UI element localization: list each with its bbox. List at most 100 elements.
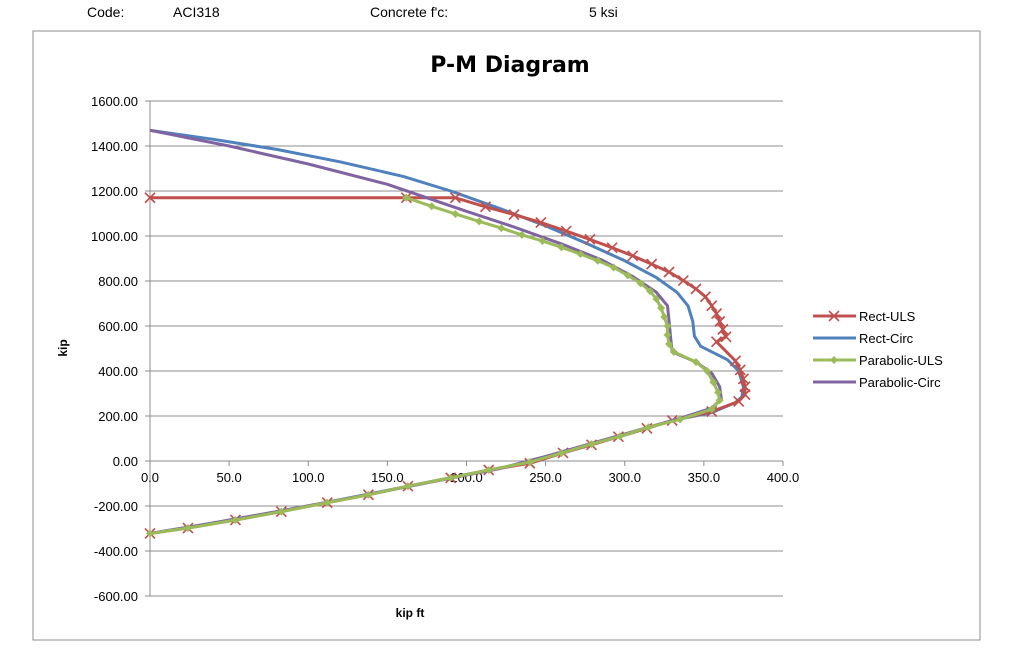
y-tick-label: 1400.00 [91,139,138,154]
data-point [484,466,493,474]
data-point [733,395,745,407]
data-point [584,233,596,245]
x-axis-label: kip ft [396,606,425,620]
data-point [699,291,712,303]
x-tick-label: 100.0 [292,470,325,485]
data-point [665,340,674,348]
y-tick-label: -400.00 [94,544,138,559]
data-point [734,364,746,376]
series-layer [144,128,751,540]
data-point [709,378,718,387]
data-point [710,336,723,348]
x-tick-label: 400.0 [767,470,800,485]
concrete-fc-label: Concrete f'c: [370,4,449,20]
legend-entry: Parabolic-Circ [813,375,941,390]
x-tick-label: 250.0 [529,470,562,485]
data-point [517,230,526,239]
data-point [323,498,332,507]
data-point [717,323,729,335]
data-point [691,358,700,366]
code-label: Code: [87,4,125,20]
y-tick-label: 1000.00 [91,229,138,244]
data-point [609,263,618,272]
data-point [646,258,658,270]
data-point [475,217,484,226]
y-tick-label: 1200.00 [91,184,138,199]
data-point [707,405,716,414]
data-point [616,432,625,441]
data-point [593,256,602,265]
data-point [720,331,732,343]
chart-title: P-M Diagram [430,53,589,78]
data-point [706,300,718,312]
data-point [403,482,412,491]
data-point [277,507,286,516]
data-point [508,209,520,221]
legend-entry: Rect-Circ [813,331,914,346]
data-point [660,313,669,321]
data-point [479,201,492,213]
y-tick-label: -600.00 [94,589,138,604]
data-point [557,243,566,252]
data-point [606,242,618,254]
legend-label: Parabolic-ULS [859,353,943,368]
data-point [636,279,645,288]
data-point [497,224,506,233]
legend-label: Rect-Circ [859,331,914,346]
code-value: ACI318 [173,4,220,20]
data-point [446,473,455,482]
data-point [560,225,572,237]
data-point [402,193,411,202]
data-point [729,355,742,367]
legend-entry: Rect-ULS [813,309,916,324]
x-tick-labels: 0.0 50.0 100.0 150.0 200.0 250.0 300.0 350.0 400… [141,470,799,485]
data-point [714,315,726,328]
y-tick-label: 1600.00 [91,94,138,109]
legend-label: Parabolic-Circ [859,375,941,390]
data-point [535,216,547,229]
y-tick-label: 0.00 [113,454,138,469]
data-point [183,524,192,533]
data-point [677,274,689,287]
y-tick-label: -200.00 [94,499,138,514]
legend-entry: Parabolic-ULS [813,353,943,368]
y-tick-label: 600.00 [98,319,138,334]
chart-frame [32,30,981,641]
data-point [427,202,436,211]
x-tick-label: 150.0 [371,470,404,485]
data-point [710,308,723,320]
y-tick-label: 800.00 [98,274,138,289]
data-point [739,381,751,393]
y-axis-label: kip [56,339,70,356]
data-point [690,283,702,295]
data-point [627,250,639,262]
data-point [669,347,678,356]
data-point [587,440,596,449]
data-point [830,356,838,364]
concrete-fc-value: 5 ksi [589,4,618,20]
data-point [449,192,461,204]
data-point [652,295,661,303]
data-point [663,322,672,330]
data-point [715,396,724,405]
series-line [149,196,722,535]
x-tick-label: 350.0 [688,470,721,485]
data-point [557,449,566,458]
data-point [676,415,685,424]
data-point [525,458,534,467]
data-point [663,266,675,278]
data-point [146,529,154,538]
y-tick-labels: 1600.00 1400.00 1200.00 1000.00 800.00 600.00… [91,94,138,604]
legend: Rect-ULS Rect-Circ Parabolic-ULS Parabolic-… [813,309,943,390]
x-tick-label: 300.0 [608,470,641,485]
y-tick-label: 400.00 [98,364,138,379]
data-point [231,515,240,524]
data-point [828,310,840,322]
data-point [644,423,653,432]
y-tick-label: 200.00 [98,409,138,424]
data-point [657,304,666,312]
x-tick-label: 0.0 [141,470,159,485]
legend-label: Rect-ULS [859,309,916,324]
data-point [703,367,712,375]
